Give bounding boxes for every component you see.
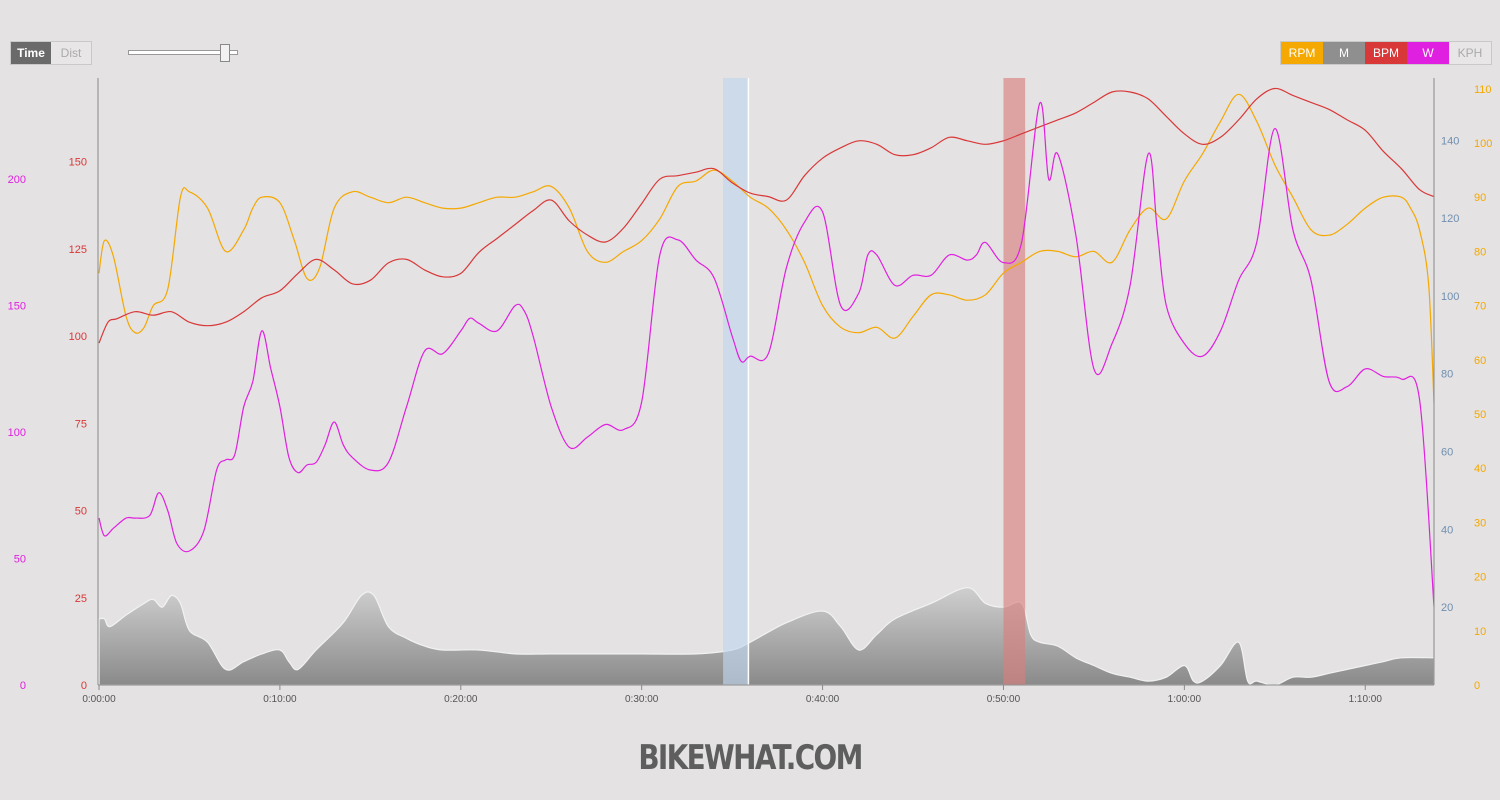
series-legend: RPM M BPM W KPH	[1280, 41, 1492, 65]
x-tick-label: 0:00:00	[82, 694, 116, 705]
y-tick-label-w: 50	[14, 554, 26, 566]
y-tick-label-w: 150	[8, 301, 26, 313]
y-tick-label-w: 0	[20, 680, 26, 692]
y-tick-label-bpm: 50	[75, 506, 87, 518]
slider-thumb[interactable]	[219, 44, 230, 62]
y-tick-label-m: 140	[1441, 135, 1459, 147]
legend-item-m[interactable]: M	[1323, 42, 1365, 64]
y-tick-label-m: 100	[1441, 291, 1459, 303]
y-tick-label-m: 40	[1441, 524, 1453, 536]
x-tick-label: 0:20:00	[444, 694, 478, 705]
y-tick-label-bpm: 150	[69, 157, 87, 169]
y-tick-label-rpm: 0	[1474, 680, 1480, 692]
series-line-rpm	[98, 93, 1435, 404]
dist-toggle-button[interactable]: Dist	[51, 42, 91, 64]
y-tick-label-w: 200	[8, 174, 26, 186]
legend-item-w[interactable]: W	[1407, 42, 1449, 64]
y-tick-label-bpm: 0	[81, 680, 87, 692]
legend-item-rpm[interactable]: RPM	[1281, 42, 1323, 64]
y-tick-label-m: 80	[1441, 369, 1453, 381]
y-tick-label-rpm: 90	[1474, 192, 1486, 204]
legend-item-kph[interactable]: KPH	[1449, 42, 1491, 64]
series-line-w	[98, 102, 1435, 607]
y-tick-label-bpm: 25	[75, 593, 87, 605]
y-tick-label-rpm: 30	[1474, 517, 1486, 529]
time-toggle-button[interactable]: Time	[11, 42, 51, 64]
legend-item-bpm[interactable]: BPM	[1365, 42, 1407, 64]
y-tick-label-bpm: 125	[69, 244, 87, 256]
slider-track	[128, 50, 238, 55]
x-tick-label: 0:30:00	[625, 694, 659, 705]
y-tick-label-rpm: 10	[1474, 626, 1486, 638]
y-tick-label-rpm: 20	[1474, 572, 1486, 584]
y-tick-label-rpm: 80	[1474, 246, 1486, 258]
x-tick-label: 1:10:00	[1349, 694, 1383, 705]
series-line-bpm	[98, 87, 1435, 344]
y-tick-label-bpm: 100	[69, 331, 87, 343]
time-dist-toggle: Time Dist	[10, 41, 92, 65]
y-tick-label-rpm: 50	[1474, 409, 1486, 421]
x-tick-label: 0:10:00	[263, 694, 297, 705]
x-tick-label: 0:40:00	[806, 694, 840, 705]
highlight-band-2	[1003, 78, 1026, 685]
y-tick-label-m: 20	[1441, 602, 1453, 614]
highlight-band-1	[723, 78, 749, 685]
x-tick-label: 0:50:00	[987, 694, 1021, 705]
x-tick-label: 1:00:00	[1168, 694, 1202, 705]
y-tick-label-rpm: 100	[1474, 138, 1492, 150]
y-tick-label-bpm: 75	[75, 418, 87, 430]
y-tick-label-rpm: 60	[1474, 355, 1486, 367]
y-tick-label-rpm: 110	[1474, 84, 1492, 96]
y-tick-label-w: 100	[8, 427, 26, 439]
zoom-slider[interactable]	[128, 44, 238, 62]
y-tick-label-rpm: 70	[1474, 301, 1486, 313]
y-tick-label-m: 60	[1441, 447, 1453, 459]
series-area-m	[98, 587, 1435, 686]
y-tick-label-m: 120	[1441, 213, 1459, 225]
watermark-text: BIKEWHAT.COM	[638, 738, 863, 778]
y-tick-label-rpm: 40	[1474, 463, 1486, 475]
